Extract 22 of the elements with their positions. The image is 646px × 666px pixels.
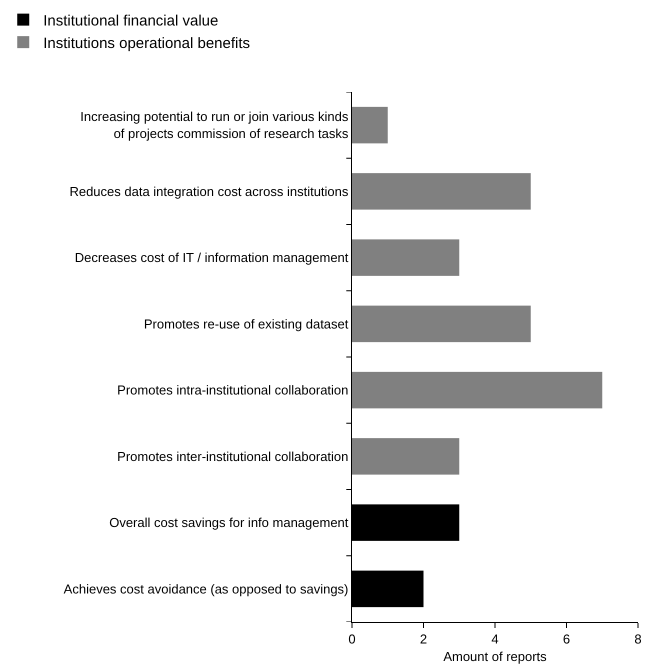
x-tick-label: 0 bbox=[348, 632, 356, 647]
bar bbox=[352, 438, 460, 475]
x-tick-label: 2 bbox=[420, 632, 428, 647]
x-tick-label: 8 bbox=[634, 632, 642, 647]
y-tick-label: Decreases cost of IT / information management bbox=[74, 250, 349, 266]
x-tick-label: 6 bbox=[562, 632, 570, 647]
y-tick-label: Promotes intra-institutional collaboration bbox=[117, 382, 348, 398]
y-tick-label: Achieves cost avoidance (as opposed to savings) bbox=[64, 581, 348, 596]
bar bbox=[352, 372, 602, 408]
bar bbox=[352, 306, 531, 342]
y-tick-label: Increasing potential to run or join various kinds of projects commission of research tasks bbox=[80, 109, 349, 142]
legend-label: Institutions operational benefits bbox=[43, 34, 250, 52]
y-tick-label: Reduces data integration cost across institutions bbox=[69, 184, 349, 199]
y-tick-label: Overall cost savings for info management bbox=[109, 515, 349, 530]
bar bbox=[352, 106, 388, 144]
bar bbox=[352, 239, 460, 276]
legend-label: Institutional financial value bbox=[43, 12, 218, 30]
y-tick-label: Promotes re-use of existing dataset bbox=[144, 316, 349, 332]
y-tick-label: Promotes inter-institutional collaboration bbox=[117, 448, 348, 464]
bar bbox=[352, 173, 531, 210]
x-axis-title: Amount of reports bbox=[443, 649, 548, 664]
x-tick-label: 4 bbox=[491, 632, 499, 647]
